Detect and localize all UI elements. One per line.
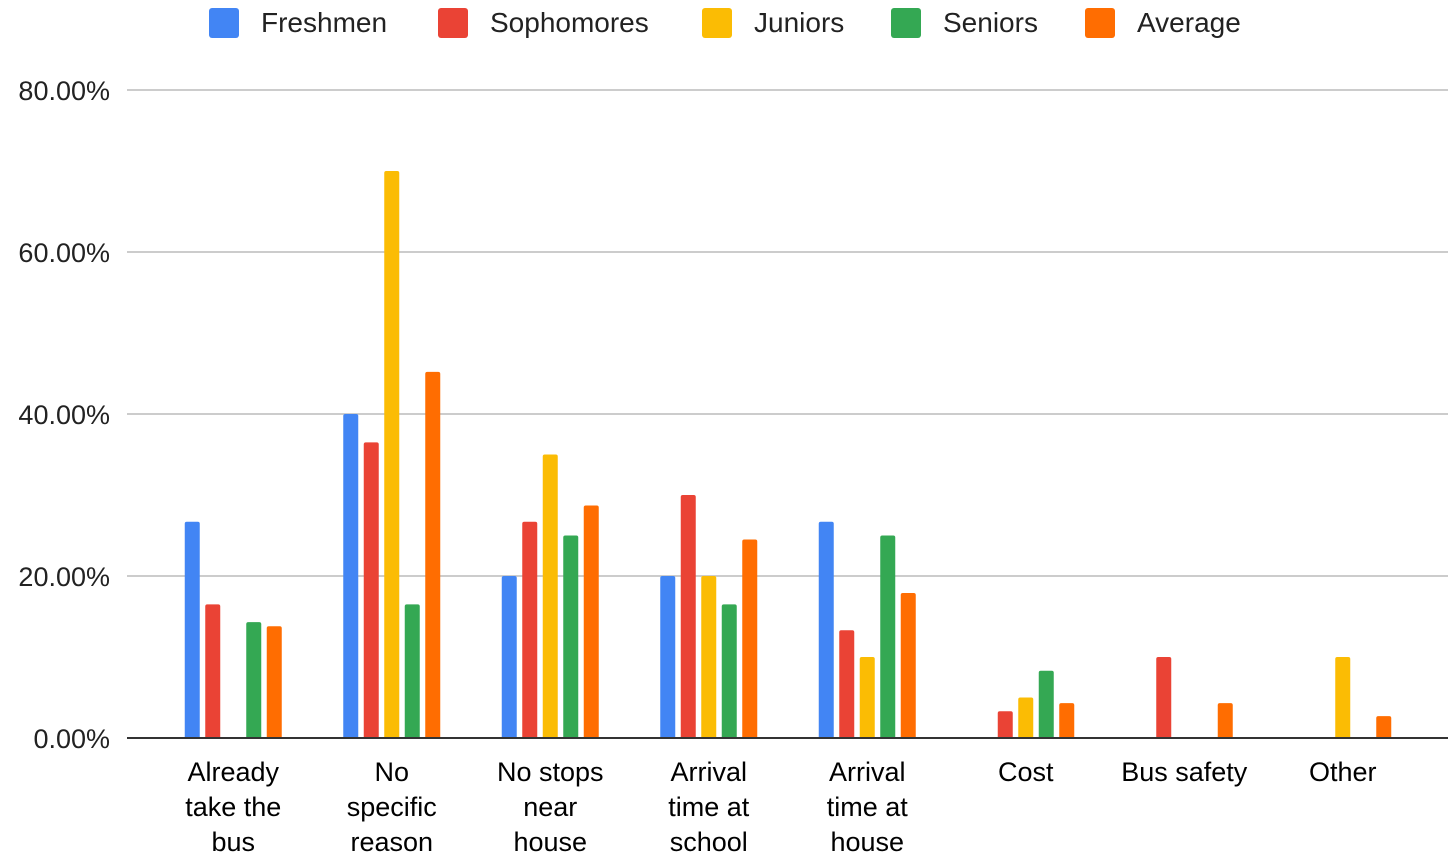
x-tick-label: Bus safety — [1121, 757, 1248, 787]
legend[interactable]: Freshmen Sophomores Juniors Seniors Average — [209, 7, 1241, 38]
x-tick-label: Arrival time at school — [668, 757, 750, 857]
y-tick-label: 80.00% — [18, 76, 110, 106]
legend-item[interactable]: Freshmen — [209, 7, 387, 38]
legend-label: Juniors — [754, 7, 844, 38]
x-axis-tick-labels: Already take the bus No specific reason No sto… — [185, 757, 1376, 857]
legend-item[interactable]: Seniors — [891, 7, 1038, 38]
y-tick-label: 20.00% — [18, 562, 110, 592]
bar[interactable] — [1335, 657, 1351, 738]
legend-swatch — [1085, 8, 1115, 38]
bar[interactable] — [542, 454, 558, 739]
legend-label: Seniors — [943, 7, 1038, 38]
bar[interactable] — [701, 576, 717, 738]
bar[interactable] — [583, 505, 599, 738]
bar[interactable] — [818, 521, 834, 738]
bar[interactable] — [1018, 697, 1034, 739]
bar[interactable] — [205, 604, 221, 738]
bar[interactable] — [384, 171, 400, 738]
bar[interactable] — [184, 521, 200, 738]
bar[interactable] — [266, 626, 282, 738]
legend-label: Freshmen — [261, 7, 387, 38]
bar[interactable] — [343, 414, 359, 738]
bar[interactable] — [742, 539, 758, 738]
y-axis-tick-labels: 0.00% 20.00% 40.00% 60.00% 80.00% — [18, 76, 110, 754]
x-tick-label: Arrival time at house — [827, 757, 909, 857]
bar[interactable] — [1217, 703, 1233, 738]
bar[interactable] — [501, 576, 517, 738]
x-tick-label: Cost — [998, 757, 1054, 787]
legend-swatch — [891, 8, 921, 38]
bar[interactable] — [839, 630, 855, 738]
bar[interactable] — [1059, 703, 1075, 738]
bar[interactable] — [363, 442, 379, 738]
bars — [184, 171, 1392, 739]
legend-swatch — [702, 8, 732, 38]
bar[interactable] — [680, 495, 696, 738]
legend-swatch — [438, 8, 468, 38]
bar[interactable] — [425, 371, 441, 738]
bar[interactable] — [859, 657, 875, 738]
bar[interactable] — [880, 535, 896, 739]
y-tick-label: 0.00% — [33, 724, 110, 754]
bar[interactable] — [404, 604, 420, 738]
legend-item[interactable]: Average — [1085, 7, 1241, 38]
legend-label: Average — [1137, 7, 1241, 38]
y-tick-label: 60.00% — [18, 238, 110, 268]
legend-swatch — [209, 8, 239, 38]
bar[interactable] — [246, 622, 262, 738]
bar[interactable] — [900, 593, 916, 738]
legend-label: Sophomores — [490, 7, 649, 38]
x-tick-label: Already take the bus — [185, 757, 281, 857]
bar[interactable] — [563, 535, 579, 739]
y-tick-label: 40.00% — [18, 400, 110, 430]
x-tick-label: No specific reason — [347, 757, 437, 857]
legend-item[interactable]: Sophomores — [438, 7, 649, 38]
grid-lines — [127, 89, 1448, 577]
x-tick-label: Other — [1309, 757, 1377, 787]
legend-item[interactable]: Juniors — [702, 7, 844, 38]
bar[interactable] — [721, 604, 737, 738]
bar[interactable] — [660, 576, 676, 738]
bar[interactable] — [1376, 716, 1392, 738]
bar[interactable] — [522, 521, 538, 738]
bar[interactable] — [1156, 657, 1172, 738]
x-tick-label: No stops near house — [497, 757, 604, 857]
bar[interactable] — [1038, 670, 1054, 738]
bar[interactable] — [997, 711, 1013, 738]
